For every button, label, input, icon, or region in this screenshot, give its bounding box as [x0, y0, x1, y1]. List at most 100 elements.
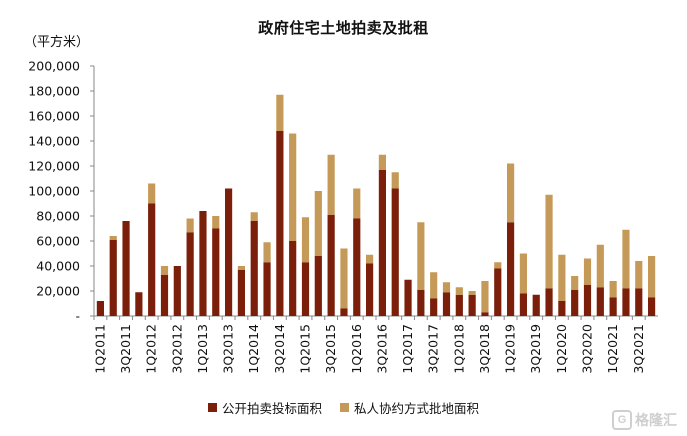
y-tick-label: - — [75, 309, 80, 324]
y-tick-label: 140,000 — [28, 134, 80, 149]
bar-private-treaty — [250, 212, 258, 221]
x-tick-label: 1Q2015 — [298, 324, 313, 374]
bar-auction — [263, 262, 271, 316]
bar-auction — [519, 293, 527, 316]
bar-auction — [122, 221, 130, 316]
y-tick-label: 20,000 — [36, 284, 80, 299]
legend-label-auction: 公开拍卖投标面积 — [221, 401, 322, 416]
bar-private-treaty — [263, 242, 271, 263]
bar-auction — [327, 214, 335, 316]
x-tick-label: 3Q2011 — [118, 324, 133, 374]
x-tick-label: 1Q2021 — [605, 324, 620, 374]
bar-private-treaty — [519, 253, 527, 294]
bar-auction — [366, 263, 374, 316]
bar-private-treaty — [545, 194, 553, 289]
bar-auction — [391, 188, 399, 316]
bar-auction — [96, 301, 104, 316]
bar-private-treaty — [314, 191, 322, 256]
bar-private-treaty — [622, 229, 630, 289]
bar-auction — [481, 312, 489, 316]
x-tick-label: 3Q2019 — [528, 324, 543, 374]
x-tick-label: 3Q2016 — [374, 324, 389, 374]
bar-auction — [135, 292, 143, 316]
y-tick-label: 200,000 — [28, 59, 80, 74]
bar-private-treaty — [109, 236, 117, 240]
bar-private-treaty — [507, 163, 515, 223]
bar-auction — [199, 211, 207, 316]
bar-private-treaty — [353, 188, 361, 219]
bar-auction — [507, 222, 515, 316]
bar-private-treaty — [430, 272, 438, 299]
bar-auction — [583, 284, 592, 316]
bar-auction — [212, 228, 220, 316]
watermark-logo-icon: G — [612, 410, 632, 430]
x-tick-label: 3Q2020 — [580, 324, 595, 374]
bar-auction — [442, 292, 451, 316]
bar-private-treaty — [648, 256, 656, 298]
bar-private-treaty — [571, 276, 579, 290]
legend-item-auction: 公开拍卖投标面积 — [207, 398, 322, 417]
legend-swatch-private-treaty — [340, 403, 349, 412]
y-axis-unit-label: （平方米） — [24, 35, 90, 50]
bar-auction — [404, 279, 412, 316]
chart-legend: 公开拍卖投标面积 私人协约方式批地面积 — [0, 398, 687, 417]
bar-auction — [353, 218, 361, 316]
bar-private-treaty — [276, 94, 284, 131]
x-tick-label: 3Q2018 — [477, 324, 492, 374]
bar-private-treaty — [160, 266, 169, 275]
bar-private-treaty — [481, 281, 489, 313]
bar-private-treaty — [237, 266, 245, 270]
bar-private-treaty — [301, 217, 310, 263]
y-tick-label: 40,000 — [36, 259, 80, 274]
bar-private-treaty — [212, 216, 220, 229]
bar-auction — [314, 256, 322, 316]
legend-item-private-treaty: 私人协约方式批地面积 — [340, 398, 479, 417]
bar-private-treaty — [558, 254, 566, 301]
watermark: G 格隆汇 — [612, 410, 677, 430]
bar-private-treaty — [340, 248, 348, 309]
bar-private-treaty — [148, 183, 156, 204]
bar-private-treaty — [378, 154, 386, 170]
bar-auction — [225, 188, 233, 316]
bar-private-treaty — [327, 154, 335, 215]
bar-private-treaty — [494, 262, 502, 269]
x-tick-label: 3Q2021 — [631, 324, 646, 374]
x-tick-label: 1Q2017 — [400, 324, 415, 374]
bar-private-treaty — [391, 172, 399, 189]
bar-auction — [468, 294, 476, 316]
bar-auction — [186, 232, 194, 316]
bar-auction — [494, 268, 502, 316]
bar-auction — [173, 266, 181, 316]
bar-private-treaty — [609, 281, 617, 298]
x-tick-label: 3Q2017 — [426, 324, 441, 374]
bar-private-treaty — [635, 261, 643, 289]
bar-private-treaty — [455, 287, 463, 295]
y-tick-label: 160,000 — [28, 109, 80, 124]
x-tick-label: 1Q2014 — [246, 324, 261, 374]
x-tick-label: 1Q2013 — [195, 324, 210, 374]
bar-auction — [430, 298, 438, 316]
bar-auction — [648, 297, 656, 316]
bar-auction — [276, 131, 284, 316]
y-tick-label: 180,000 — [28, 84, 80, 99]
bar-auction — [250, 221, 258, 316]
x-tick-label: 1Q2011 — [92, 324, 107, 374]
bar-private-treaty — [468, 291, 476, 295]
bar-auction — [545, 288, 553, 316]
x-tick-label: 3Q2014 — [272, 324, 287, 374]
bar-private-treaty — [366, 254, 374, 264]
bar-auction — [148, 203, 156, 316]
chart-title: 政府住宅土地拍卖及批租 — [258, 19, 429, 37]
watermark-text: 格隆汇 — [635, 413, 677, 429]
y-tick-label: 120,000 — [28, 159, 80, 174]
legend-swatch-auction — [207, 403, 217, 412]
bar-auction — [596, 287, 604, 316]
bar-private-treaty — [186, 218, 194, 233]
bar-private-treaty — [442, 282, 451, 293]
legend-label-private-treaty: 私人协约方式批地面积 — [354, 401, 480, 416]
x-tick-label: 3Q2015 — [323, 324, 338, 374]
bar-auction — [635, 288, 643, 316]
x-tick-label: 1Q2019 — [503, 324, 518, 374]
bar-private-treaty — [596, 244, 604, 288]
bar-auction — [622, 288, 630, 316]
